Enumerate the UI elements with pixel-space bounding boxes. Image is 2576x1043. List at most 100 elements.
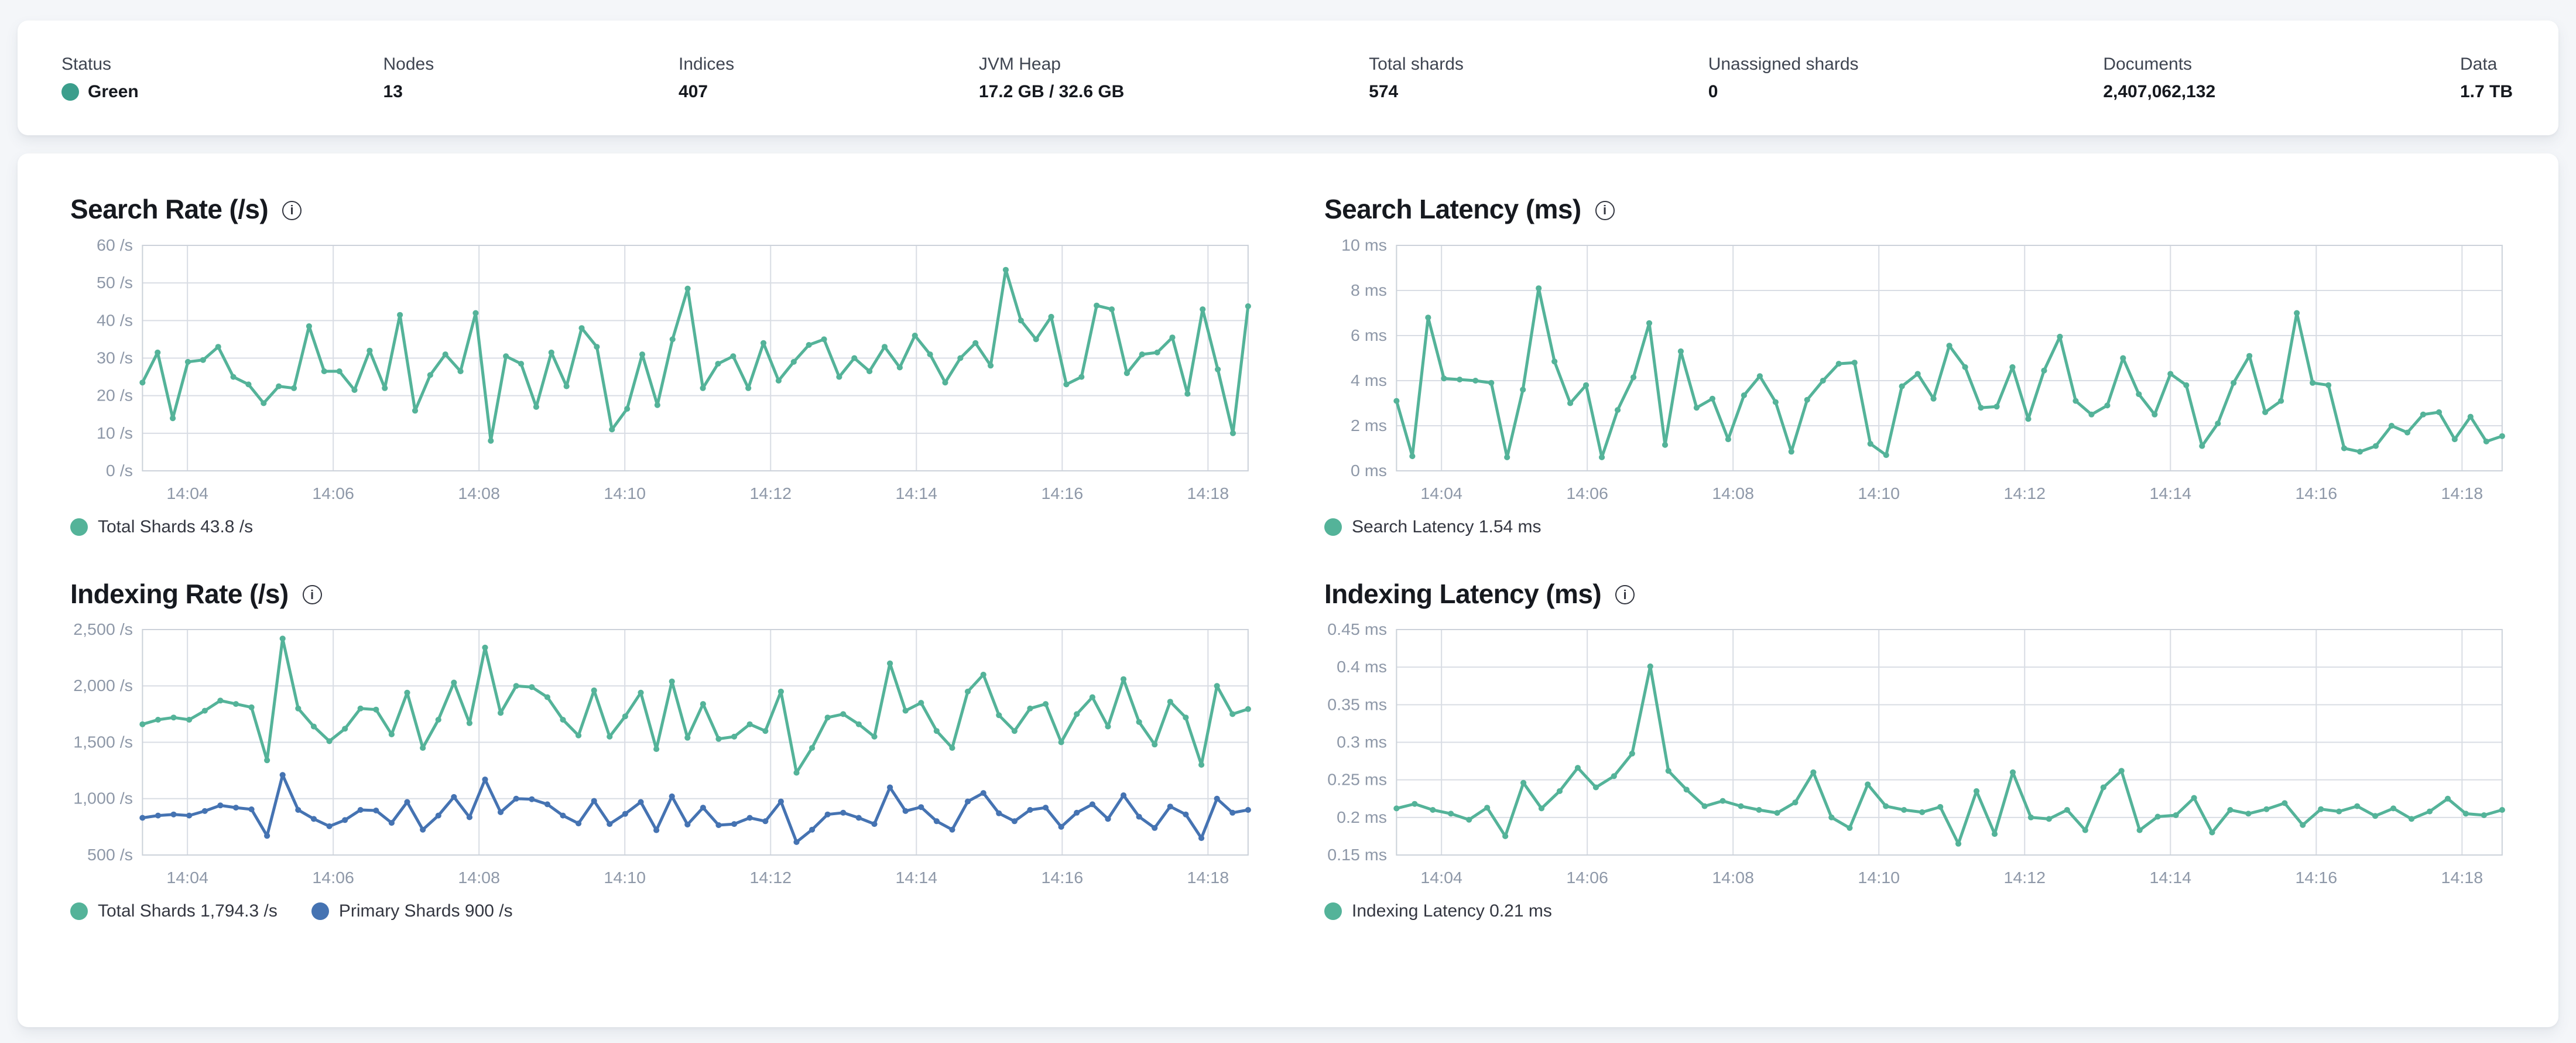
- stat-value-text: 1.7 TB: [2459, 81, 2513, 101]
- stat-value-text: 2,407,062,132: [2103, 81, 2216, 101]
- stat-item-data: Data 1.7 TB: [2459, 54, 2513, 101]
- svg-text:14:06: 14:06: [1566, 868, 1608, 887]
- svg-text:2,500 /s: 2,500 /s: [73, 620, 133, 638]
- legend-label: Total Shards 1,794.3 /s: [98, 901, 278, 921]
- svg-text:6 ms: 6 ms: [1351, 326, 1387, 344]
- svg-text:14:12: 14:12: [749, 868, 792, 887]
- svg-text:0.2 ms: 0.2 ms: [1337, 808, 1387, 826]
- legend-label: Primary Shards 900 /s: [338, 901, 513, 921]
- legend-dot-icon: [1324, 902, 1342, 921]
- svg-text:0 ms: 0 ms: [1351, 461, 1387, 480]
- cluster-stats-bar: Status Green Nodes 13 Indices 407 JVM He…: [18, 20, 2558, 135]
- svg-text:14:08: 14:08: [1712, 868, 1754, 887]
- svg-text:0.15 ms: 0.15 ms: [1327, 845, 1387, 864]
- stat-label: Documents: [2103, 54, 2193, 74]
- chart-header: Search Latency (ms) i: [1324, 194, 2507, 224]
- legend-dot-icon: [70, 902, 88, 921]
- stat-value: 2,407,062,132: [2103, 83, 2215, 101]
- stat-label: Nodes: [383, 54, 434, 74]
- legend-item-total-shards: Total Shards 1,794.3 /s: [70, 901, 278, 921]
- svg-text:20 /s: 20 /s: [97, 386, 133, 405]
- stat-value-text: Green: [88, 81, 139, 101]
- legend-item-total-shards: Total Shards 43.8 /s: [70, 518, 253, 536]
- stat-item-documents: Documents 2,407,062,132: [2103, 54, 2215, 101]
- svg-text:60 /s: 60 /s: [97, 236, 133, 254]
- svg-text:0.45 ms: 0.45 ms: [1327, 620, 1387, 638]
- svg-text:14:12: 14:12: [2003, 868, 2046, 887]
- stat-value-text: 574: [1369, 81, 1399, 101]
- chart-canvas[interactable]: 0.15 ms 0.2 ms 0.25 ms 0.3 ms 0.35 ms 0.4 ms 0…: [1307, 620, 2507, 892]
- stat-value: 13: [383, 83, 434, 101]
- svg-text:50 /s: 50 /s: [97, 273, 133, 292]
- info-icon[interactable]: i: [1615, 585, 1635, 605]
- stat-label: Data: [2459, 54, 2498, 74]
- svg-text:14:06: 14:06: [312, 484, 354, 502]
- svg-text:8 ms: 8 ms: [1351, 281, 1387, 299]
- info-icon[interactable]: i: [302, 585, 322, 605]
- chart-title: Search Rate (/s): [70, 194, 269, 224]
- svg-text:14:06: 14:06: [312, 868, 354, 887]
- svg-text:14:04: 14:04: [1420, 484, 1462, 502]
- stat-label: Unassigned shards: [1708, 54, 1859, 74]
- stat-value: Green: [61, 83, 139, 101]
- chart-search-rate: Search Rate (/s) i 0 /s 10 /s 20 /s 30 /s 40…: [53, 194, 1253, 536]
- stat-item-unassigned-shards: Unassigned shards 0: [1708, 54, 1859, 101]
- chart-legend: Total Shards 43.8 /s: [70, 518, 1253, 536]
- svg-text:14:08: 14:08: [1712, 484, 1754, 502]
- legend-dot-icon: [311, 902, 329, 921]
- svg-text:0.35 ms: 0.35 ms: [1327, 695, 1387, 714]
- svg-text:0.4 ms: 0.4 ms: [1337, 658, 1387, 676]
- svg-text:14:16: 14:16: [1042, 868, 1084, 887]
- chart-indexing-latency: Indexing Latency (ms) i 0.15 ms 0.2 ms 0.2…: [1307, 579, 2507, 921]
- svg-text:1,000 /s: 1,000 /s: [73, 789, 133, 808]
- chart-legend: Search Latency 1.54 ms: [1324, 518, 2507, 536]
- stat-value: 407: [679, 83, 734, 101]
- chart-title: Indexing Rate (/s): [70, 578, 289, 609]
- svg-text:14:08: 14:08: [458, 868, 500, 887]
- stat-item-nodes: Nodes 13: [383, 54, 434, 101]
- svg-text:14:16: 14:16: [2296, 868, 2338, 887]
- chart-title: Search Latency (ms): [1324, 194, 1581, 224]
- chart-canvas[interactable]: 0 ms 2 ms 4 ms 6 ms 8 ms 10 ms 14:04 14:06 14:08…: [1307, 236, 2507, 508]
- svg-text:14:18: 14:18: [1187, 868, 1229, 887]
- svg-text:14:12: 14:12: [749, 484, 792, 502]
- svg-text:14:14: 14:14: [895, 868, 937, 887]
- svg-text:14:18: 14:18: [2441, 484, 2483, 502]
- svg-text:10 ms: 10 ms: [1341, 236, 1387, 254]
- info-icon[interactable]: i: [282, 200, 302, 220]
- legend-label: Total Shards 43.8 /s: [98, 517, 254, 536]
- stat-label: Total shards: [1369, 54, 1464, 74]
- chart-canvas[interactable]: 500 /s 1,000 /s 1,500 /s 2,000 /s 2,500 /s 14…: [53, 620, 1253, 892]
- status-dot-icon: [61, 83, 79, 101]
- svg-text:14:16: 14:16: [1042, 484, 1084, 502]
- svg-text:14:14: 14:14: [2149, 484, 2191, 502]
- svg-text:2 ms: 2 ms: [1351, 416, 1387, 435]
- svg-text:14:18: 14:18: [2441, 868, 2483, 887]
- stat-value-text: 13: [383, 81, 403, 101]
- stat-value: 574: [1369, 83, 1464, 101]
- chart-header: Search Rate (/s) i: [70, 194, 1253, 224]
- legend-dot-icon: [1324, 518, 1342, 536]
- svg-text:14:10: 14:10: [1858, 484, 1900, 502]
- svg-text:14:10: 14:10: [1858, 868, 1900, 887]
- stat-label: Indices: [679, 54, 735, 74]
- svg-text:14:12: 14:12: [2003, 484, 2046, 502]
- svg-text:14:04: 14:04: [1420, 868, 1462, 887]
- chart-header: Indexing Rate (/s) i: [70, 579, 1253, 609]
- legend-dot-icon: [70, 518, 88, 536]
- stat-value: 0: [1708, 83, 1859, 101]
- chart-canvas[interactable]: 0 /s 10 /s 20 /s 30 /s 40 /s 50 /s 60 /s 14:04 1…: [53, 236, 1253, 508]
- svg-text:14:16: 14:16: [2296, 484, 2338, 502]
- stat-item-total-shards: Total shards 574: [1369, 54, 1464, 101]
- stat-label: Status: [61, 54, 112, 74]
- svg-text:14:06: 14:06: [1566, 484, 1608, 502]
- svg-text:500 /s: 500 /s: [87, 845, 133, 864]
- info-icon[interactable]: i: [1595, 200, 1615, 220]
- chart-header: Indexing Latency (ms) i: [1324, 579, 2507, 609]
- chart-indexing-rate: Indexing Rate (/s) i 500 /s 1,000 /s 1,500…: [53, 579, 1253, 921]
- legend-item-primary-shards: Primary Shards 900 /s: [311, 901, 513, 921]
- svg-text:14:10: 14:10: [604, 484, 646, 502]
- stat-label: JVM Heap: [978, 54, 1061, 74]
- svg-text:2,000 /s: 2,000 /s: [73, 676, 133, 695]
- chart-legend: Indexing Latency 0.21 ms: [1324, 902, 2507, 921]
